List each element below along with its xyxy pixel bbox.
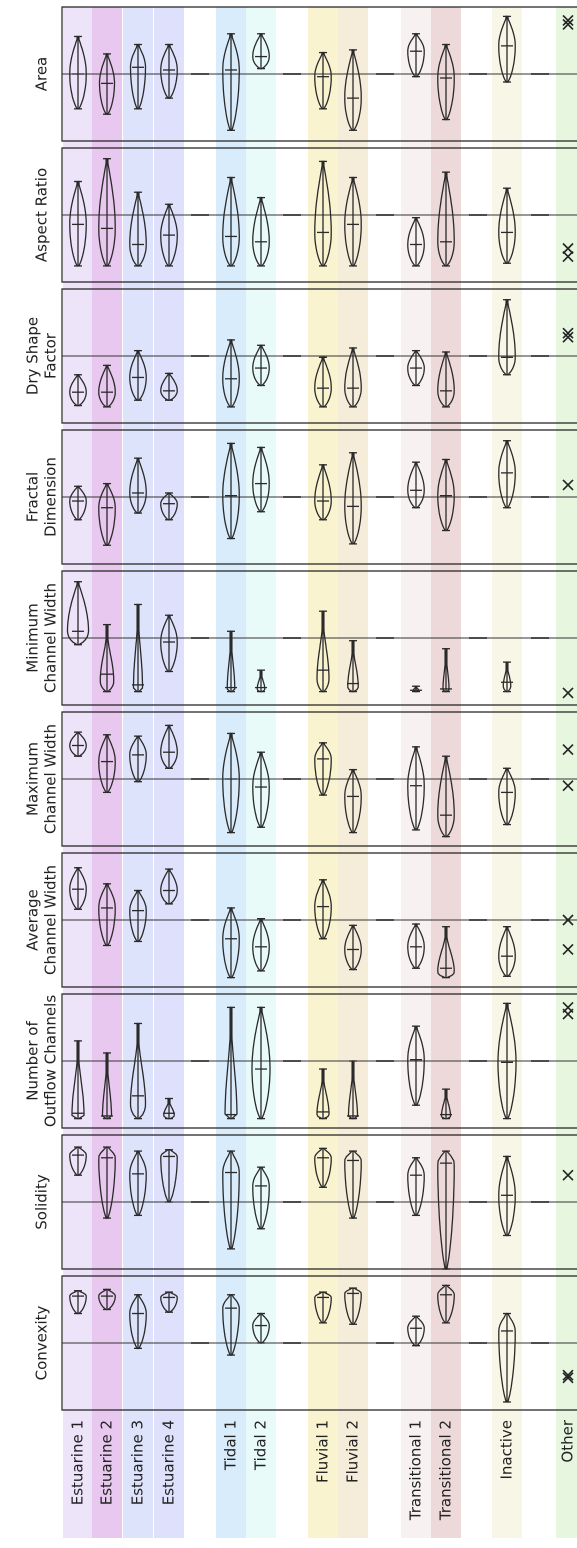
panel-ylabel: Convexity xyxy=(33,1305,51,1380)
panel-frame xyxy=(61,852,577,988)
x-tick-label: Estuarine 1 xyxy=(69,1420,87,1505)
panel-frame xyxy=(61,711,577,847)
panel-ylabel: Solidity xyxy=(33,1174,51,1230)
panel-ylabel-line: Average xyxy=(24,889,42,951)
outlier-cross xyxy=(562,14,574,26)
panel-ylabel-line: Channel Width xyxy=(42,865,60,975)
x-tick-label: Inactive xyxy=(498,1420,516,1480)
outlier-cross xyxy=(562,250,574,263)
panel-ylabel-line: Outflow Channels xyxy=(42,995,60,1127)
violin-panel: Number of Outflow Channels xyxy=(24,993,577,1129)
panel-ylabel-line: Maximum xyxy=(24,742,42,816)
panel-frame xyxy=(61,993,577,1129)
panel-frame xyxy=(61,1134,577,1270)
outlier-cross xyxy=(562,943,574,956)
panel-ylabel-line: Solidity xyxy=(33,1174,51,1230)
panel-ylabel-line: Channel Width xyxy=(42,583,60,693)
outlier-cross xyxy=(562,687,574,699)
panel-ylabel-line: Factor xyxy=(42,332,60,379)
outlier-cross xyxy=(562,18,574,30)
violin-panel: Average Channel Width xyxy=(24,852,577,988)
outlier-cross xyxy=(562,780,574,792)
x-tick-label: Estuarine 3 xyxy=(129,1420,147,1505)
x-tick-label: Transitional 2 xyxy=(437,1420,455,1521)
panel-frame xyxy=(61,6,577,142)
panel-ylabel: Aspect Ratio xyxy=(33,168,51,262)
panel-ylabel: Number of Outflow Channels xyxy=(24,995,60,1127)
outlier-cross xyxy=(562,914,574,926)
category-band xyxy=(556,7,577,1538)
x-tick-label: Other xyxy=(559,1419,577,1462)
outlier-cross xyxy=(562,331,574,343)
x-tick-label: Tidal 2 xyxy=(252,1420,270,1471)
panel-ylabel: Dry Shape Factor xyxy=(24,317,60,395)
outlier-cross xyxy=(562,1372,574,1384)
panel-ylabel-line: Area xyxy=(33,57,51,92)
outlier-cross xyxy=(562,1169,574,1181)
outlier-cross xyxy=(562,242,574,255)
outlier-cross xyxy=(562,1369,574,1381)
panel-ylabel-line: Fractal xyxy=(24,472,42,522)
panel-frame xyxy=(61,1275,577,1411)
panel-ylabel-line: Dry Shape xyxy=(24,317,42,395)
panel-ylabel: Maximum Channel Width xyxy=(24,724,60,834)
panel-ylabel: Area xyxy=(33,57,51,92)
panel-frame xyxy=(61,147,577,283)
violin-panel: Area xyxy=(33,6,577,142)
violin-panel: Dry Shape Factor xyxy=(24,288,577,424)
panel-ylabel: Average Channel Width xyxy=(24,865,60,975)
panel-frame xyxy=(61,429,577,565)
outlier-cross xyxy=(562,743,574,756)
violin-panel: Solidity xyxy=(33,1134,577,1270)
outlier-cross xyxy=(562,327,574,339)
x-tick-label: Estuarine 2 xyxy=(98,1420,116,1505)
x-tick-label: Tidal 1 xyxy=(222,1420,240,1471)
panel-ylabel-line: Convexity xyxy=(33,1305,51,1380)
panel-ylabel-line: Aspect Ratio xyxy=(33,168,51,262)
violin-panel: Fractal Dimension xyxy=(24,429,577,565)
panel-ylabel-line: Channel Width xyxy=(42,724,60,834)
panel-frame xyxy=(61,570,577,706)
outlier-cross xyxy=(562,479,574,491)
outlier-cross xyxy=(562,1008,574,1020)
panel-ylabel: Fractal Dimension xyxy=(24,457,60,537)
panel-ylabel-line: Number of xyxy=(24,1021,42,1101)
x-tick-label: Estuarine 4 xyxy=(160,1420,178,1505)
violin-panel: Minimum Channel Width xyxy=(24,570,577,706)
violin-panel: Aspect Ratio xyxy=(33,147,577,283)
x-tick-label: Fluvial 2 xyxy=(344,1420,362,1483)
panel-ylabel-line: Minimum xyxy=(24,603,42,673)
x-tick-label: Fluvial 1 xyxy=(314,1420,332,1483)
panel-ylabel: Minimum Channel Width xyxy=(24,583,60,693)
violin-panel: Maximum Channel Width xyxy=(24,711,577,847)
violin-panel: Convexity xyxy=(33,1275,577,1411)
panel-ylabel-line: Dimension xyxy=(42,457,60,537)
x-tick-label: Transitional 1 xyxy=(407,1420,425,1521)
panel-frame xyxy=(61,288,577,424)
